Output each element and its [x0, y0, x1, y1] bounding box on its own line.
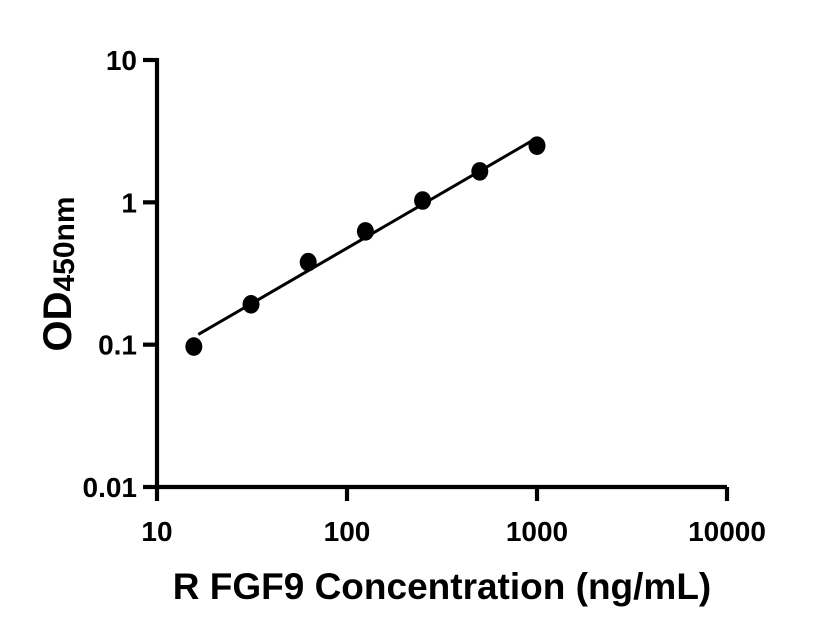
- data-point: [528, 136, 546, 155]
- y-axis-title-main: OD: [36, 292, 80, 352]
- axes: 10 100 1000 10000 10 1 0.1 0.01: [83, 45, 766, 547]
- x-axis-title: R FGF9 Concentration (ng/mL): [173, 566, 712, 607]
- data-point: [185, 337, 203, 356]
- y-tick-label: 1: [121, 187, 137, 218]
- y-axis-title-subscript: 450nm: [48, 196, 81, 291]
- x-tick-label: 100: [324, 516, 371, 547]
- data-point: [414, 191, 432, 210]
- x-tick-label: 10000: [688, 516, 766, 547]
- data-point: [471, 162, 489, 181]
- x-tick-label: 1000: [506, 516, 568, 547]
- data-point: [242, 295, 260, 314]
- data-point: [356, 222, 374, 241]
- y-tick-label: 10: [106, 45, 137, 76]
- y-axis-title: OD450nm: [36, 196, 81, 351]
- y-tick-label: 0.1: [98, 330, 137, 361]
- data-point: [299, 252, 317, 272]
- axis-spines: [154, 58, 727, 490]
- y-tick-label: 0.01: [83, 472, 138, 503]
- data-points-group: [185, 136, 546, 356]
- x-tick-label: 10: [141, 516, 172, 547]
